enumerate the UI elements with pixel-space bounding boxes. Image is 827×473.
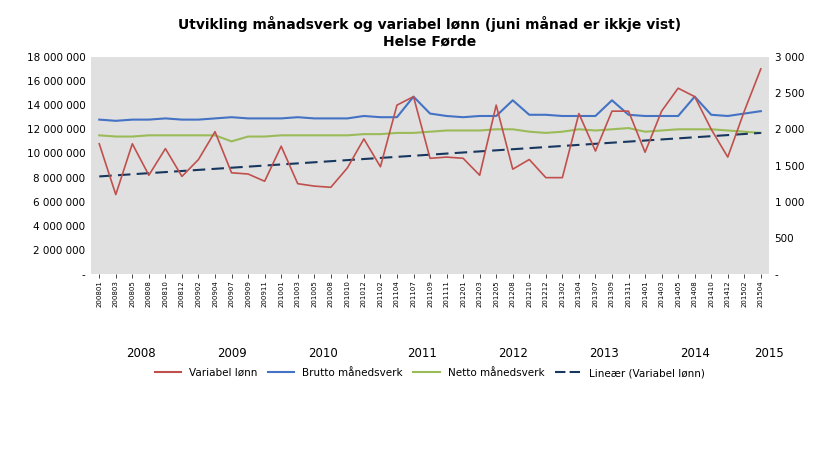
Title: Utvikling månadsverk og variabel lønn (juni månad er ikkje vist)
Helse Førde: Utvikling månadsverk og variabel lønn (j…	[179, 17, 681, 49]
Text: 2015: 2015	[754, 347, 784, 359]
Legend: Variabel lønn, Brutto månedsverk, Netto månedsverk, Lineær (Variabel lønn): Variabel lønn, Brutto månedsverk, Netto …	[151, 364, 710, 382]
Text: 2008: 2008	[126, 347, 155, 359]
Text: 2009: 2009	[217, 347, 246, 359]
Text: 2012: 2012	[498, 347, 528, 359]
Text: 2010: 2010	[308, 347, 337, 359]
Text: 2013: 2013	[589, 347, 619, 359]
Text: 2011: 2011	[407, 347, 437, 359]
Text: 2014: 2014	[680, 347, 710, 359]
